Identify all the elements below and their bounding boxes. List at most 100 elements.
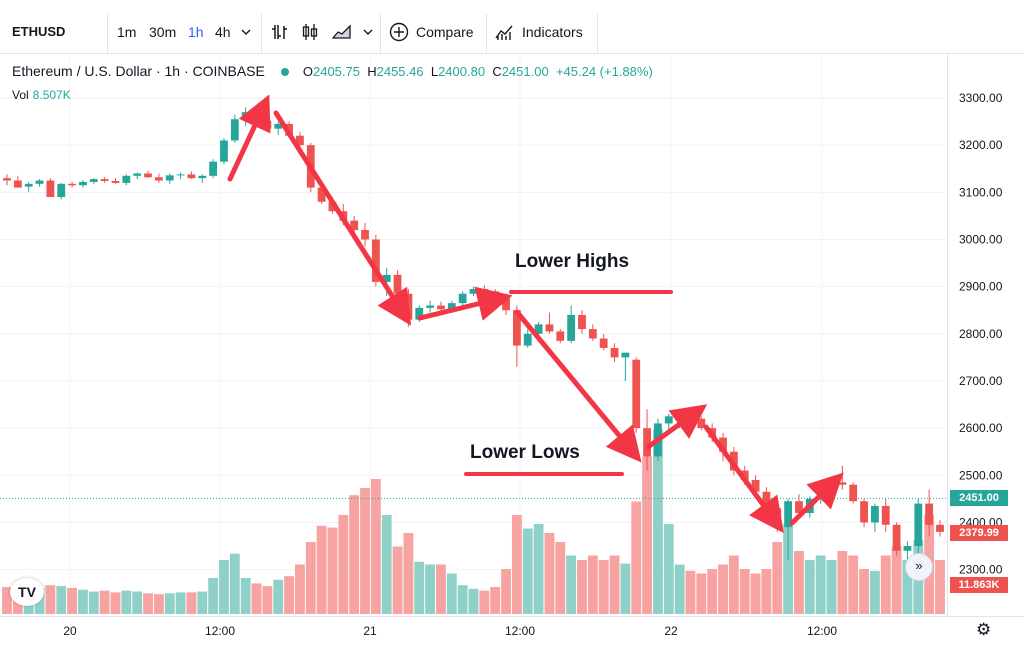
volume-label: Vol bbox=[12, 88, 29, 102]
volume-bar bbox=[533, 524, 544, 614]
candle-body bbox=[13, 180, 22, 188]
symbol-search-button[interactable]: ETHUSD bbox=[12, 24, 66, 39]
indicators-icon[interactable] bbox=[495, 22, 515, 42]
volume-bar bbox=[837, 551, 848, 614]
volume-bar bbox=[522, 528, 533, 614]
volume-bar bbox=[598, 560, 609, 614]
low-key: L bbox=[430, 64, 439, 79]
candle-body bbox=[426, 305, 435, 308]
candle-body bbox=[523, 333, 532, 346]
chevron-down-icon[interactable] bbox=[240, 22, 252, 42]
interval-1h-button[interactable]: 1h bbox=[188, 24, 204, 40]
time-axis[interactable]: 20 12:00 21 12:00 22 12:00 bbox=[0, 616, 1024, 651]
volume-bar bbox=[457, 585, 468, 614]
chevron-down-icon[interactable] bbox=[362, 22, 374, 42]
volume-bar bbox=[251, 583, 262, 614]
volume-bar bbox=[935, 560, 945, 614]
scroll-to-realtime-button[interactable]: » bbox=[905, 553, 933, 581]
price-axis[interactable]: 3300.00 3200.00 3100.00 3000.00 2900.00 2800.… bbox=[947, 54, 1024, 616]
lower-lows-annotation: Lower Lows bbox=[470, 442, 580, 463]
candle-body bbox=[220, 140, 228, 162]
volume-bar bbox=[794, 551, 804, 614]
volume-bar bbox=[284, 576, 294, 614]
volume-bar bbox=[78, 589, 88, 614]
candle-body bbox=[24, 183, 33, 187]
x-tick-label: 12:00 bbox=[205, 624, 235, 638]
volume-bar bbox=[305, 542, 316, 614]
y-tick-label: 3100.00 bbox=[959, 185, 1003, 199]
candle-body bbox=[512, 310, 521, 346]
volume-bar bbox=[718, 564, 728, 614]
plus-circle-icon[interactable] bbox=[389, 22, 409, 42]
toolbar-divider bbox=[261, 14, 262, 52]
tradingview-logo[interactable]: TV bbox=[10, 578, 44, 606]
volume-bar bbox=[327, 527, 338, 614]
candle-body bbox=[187, 174, 196, 179]
volume-bar bbox=[783, 524, 794, 614]
volume-legend: Vol 8.507K bbox=[12, 88, 71, 102]
toolbar-divider bbox=[597, 14, 598, 52]
interval-30m-button[interactable]: 30m bbox=[149, 24, 177, 40]
volume-bar bbox=[45, 585, 56, 614]
candle-body bbox=[632, 359, 641, 429]
candle-body bbox=[664, 416, 673, 424]
volume-bar bbox=[891, 546, 902, 614]
open-key: O bbox=[302, 64, 313, 79]
candle-body bbox=[925, 503, 934, 525]
candle-body bbox=[274, 123, 283, 129]
toolbar-divider bbox=[380, 14, 381, 52]
volume-bar bbox=[555, 542, 566, 614]
volume-bar bbox=[750, 573, 761, 614]
high-key: H bbox=[367, 64, 377, 79]
volume-bar bbox=[360, 488, 370, 614]
candle-body bbox=[545, 324, 554, 332]
volume-bar bbox=[316, 525, 327, 614]
volume-bar bbox=[501, 569, 511, 614]
price-chart[interactable] bbox=[0, 54, 947, 616]
y-tick-label: 3300.00 bbox=[959, 91, 1003, 105]
candle-body bbox=[914, 503, 923, 547]
candle-body bbox=[46, 180, 55, 198]
compare-button[interactable]: Compare bbox=[416, 24, 474, 40]
candle-body bbox=[350, 220, 359, 231]
volume-bar bbox=[121, 590, 132, 614]
volume-bar bbox=[67, 587, 78, 614]
y-tick-label: 2800.00 bbox=[959, 327, 1003, 341]
bar-chart-type-icon[interactable] bbox=[270, 22, 290, 42]
candle-body bbox=[447, 303, 456, 310]
volume-bar bbox=[826, 560, 837, 614]
volume-bar bbox=[772, 542, 783, 614]
y-tick-label: 2900.00 bbox=[959, 280, 1003, 294]
candle-body bbox=[35, 180, 44, 184]
volume-bar bbox=[370, 479, 381, 614]
volume-bar bbox=[804, 560, 815, 614]
volume-bar bbox=[511, 515, 522, 614]
candle-body bbox=[404, 293, 413, 320]
gear-icon[interactable]: ⚙ bbox=[976, 620, 992, 639]
volume-bar bbox=[446, 573, 457, 614]
candle-body bbox=[133, 173, 142, 176]
candle-body bbox=[588, 329, 597, 339]
volume-bar bbox=[848, 555, 859, 614]
interval-4h-button[interactable]: 4h bbox=[215, 24, 231, 40]
indicators-button[interactable]: Indicators bbox=[522, 24, 583, 40]
candle-chart-type-icon[interactable] bbox=[300, 22, 320, 42]
y-tick-label: 3200.00 bbox=[959, 138, 1003, 152]
close-key: C bbox=[492, 64, 502, 79]
volume-bar bbox=[392, 546, 403, 614]
candle-body bbox=[176, 174, 185, 176]
candle-body bbox=[751, 479, 760, 492]
candle-body bbox=[838, 482, 847, 485]
candle-body bbox=[89, 179, 98, 182]
candle-body bbox=[740, 470, 749, 480]
toolbar-divider bbox=[486, 14, 487, 52]
open-value: 2405.75 bbox=[312, 64, 360, 79]
volume-bar bbox=[56, 586, 67, 614]
area-chart-type-icon[interactable] bbox=[332, 22, 352, 42]
candle-body bbox=[599, 338, 608, 348]
candle-body bbox=[643, 428, 651, 457]
volume-bar bbox=[436, 564, 446, 614]
interval-1m-button[interactable]: 1m bbox=[117, 24, 137, 40]
candle-body bbox=[610, 347, 619, 358]
